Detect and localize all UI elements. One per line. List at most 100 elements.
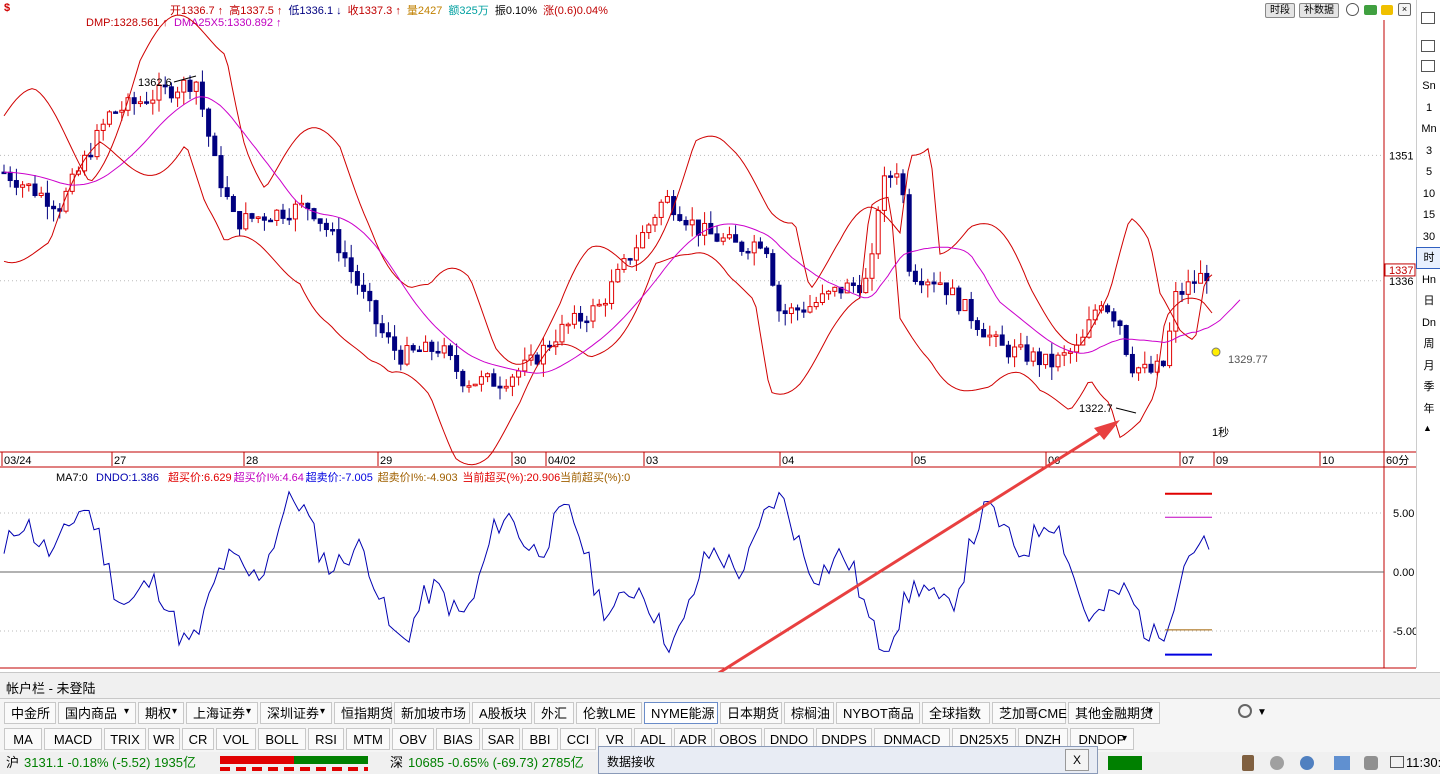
candle-body (472, 383, 478, 387)
market-tab-12[interactable]: 棕榈油 (784, 702, 834, 724)
alert-icon[interactable] (1242, 755, 1254, 771)
candle-body (925, 281, 931, 286)
indicator-tab-dndop[interactable]: DNDOP (1070, 728, 1134, 750)
scroll-up-icon[interactable]: ▲ (1423, 423, 1432, 433)
indicator-tab-adr[interactable]: ADR (674, 728, 712, 750)
close-icon[interactable]: × (1398, 3, 1411, 16)
market-tab-3[interactable]: 上海证券 (186, 702, 258, 724)
timeframe-13[interactable]: 月 (1423, 359, 1435, 372)
market-tab-5[interactable]: 恒指期货 (334, 702, 393, 724)
indicator-tab-obv[interactable]: OBV (392, 728, 434, 750)
market-tab-14[interactable]: 全球指数 (922, 702, 990, 724)
indicator-tab-cci[interactable]: CCI (560, 728, 596, 750)
price-chart[interactable]: 03/242728293004/020304050607091060分13511… (0, 0, 1416, 672)
monitor-icon[interactable] (1390, 756, 1404, 768)
market-tab-0[interactable]: 中金所 (4, 702, 56, 724)
market-tab-16[interactable]: 其他金融期货 (1068, 702, 1160, 724)
timeframe-0[interactable]: Sn (1422, 80, 1436, 92)
indicator-tab-mtm[interactable]: MTM (346, 728, 390, 750)
candle-body (1036, 351, 1042, 366)
network-icon[interactable] (1334, 756, 1350, 770)
candle-body (850, 282, 856, 286)
indicator-tab-macd[interactable]: MACD (44, 728, 102, 750)
timeframe-1[interactable]: 1 (1425, 101, 1433, 114)
timeframe-9[interactable]: Hn (1421, 273, 1437, 286)
indicator-tab-wr[interactable]: WR (148, 728, 180, 750)
indicator-tab-rsi[interactable]: RSI (308, 728, 344, 750)
candle-body (559, 323, 565, 343)
stack-icon[interactable] (1421, 40, 1435, 52)
indicator-tab-vol[interactable]: VOL (216, 728, 256, 750)
x-label: 27 (114, 455, 126, 467)
timeframe-15[interactable]: 年 (1423, 402, 1435, 415)
timeframe-14[interactable]: 季 (1423, 381, 1435, 393)
settings-gear-icon[interactable] (1238, 704, 1252, 718)
indicator-tab-cr[interactable]: CR (182, 728, 214, 750)
candle-body (807, 306, 813, 313)
window-icon[interactable] (1381, 5, 1393, 15)
chart-icon[interactable] (1421, 60, 1435, 72)
indicator-tab-boll[interactable]: BOLL (258, 728, 306, 750)
candle-body (857, 284, 863, 294)
x-label: 09 (1216, 455, 1228, 467)
candle-body (392, 336, 398, 351)
time-period-button[interactable]: 时段 (1265, 3, 1295, 18)
market-tab-8[interactable]: 外汇 (534, 702, 574, 724)
timeframe-2[interactable]: Mn (1421, 123, 1437, 135)
indicator-tab-vr[interactable]: VR (598, 728, 632, 750)
indicator-tab-trix[interactable]: TRIX (104, 728, 146, 750)
market-tab-11[interactable]: 日本期货 (720, 702, 782, 724)
link-icon[interactable] (1364, 756, 1378, 770)
market-tab-2[interactable]: 期权 (138, 702, 184, 724)
candle-body (1148, 363, 1154, 373)
candle-body (156, 84, 162, 101)
timeframe-6[interactable]: 15 (1422, 209, 1436, 221)
market-tab-10[interactable]: NYME能源 (644, 702, 718, 724)
market-tab-7[interactable]: A股板块 (472, 702, 532, 724)
fill-data-button[interactable]: 补数据 (1299, 3, 1339, 18)
dialog-close-button[interactable]: X (1065, 749, 1089, 771)
timeframe-3[interactable]: 3 (1425, 144, 1433, 157)
candle-body (987, 334, 993, 338)
indicator-tab-bbi[interactable]: BBI (522, 728, 558, 750)
market-tab-15[interactable]: 芝加哥CME (992, 702, 1067, 724)
candle-body (1136, 367, 1142, 374)
candle-body (937, 282, 943, 285)
timeframe-4[interactable]: 5 (1425, 166, 1433, 178)
indicator-more-icon[interactable]: ▾ (1122, 733, 1128, 744)
band-upper-line (3, 14, 1213, 365)
market-tab-6[interactable]: 新加坡市场 (394, 702, 470, 724)
person-icon[interactable] (1300, 756, 1314, 770)
candle-body (1018, 344, 1024, 348)
candle-body (398, 349, 404, 365)
market-tab-4[interactable]: 深圳证券 (260, 702, 332, 724)
candle-body (199, 81, 205, 110)
timeframe-7[interactable]: 30 (1422, 230, 1436, 243)
tabs-more-chevron-icon[interactable]: ▼ (1257, 707, 1267, 718)
market-tab-13[interactable]: NYBOT商品 (836, 702, 920, 724)
market-tab-9[interactable]: 伦敦LME (576, 702, 642, 724)
candle-body (894, 173, 900, 178)
candle-body (373, 300, 379, 325)
timeframe-12[interactable]: 周 (1423, 338, 1435, 350)
market-tab-1[interactable]: 国内商品 (58, 702, 136, 724)
candle-body (788, 307, 794, 315)
timeframe-8[interactable]: 时 (1416, 247, 1440, 269)
candle-body (943, 282, 949, 296)
indicator-tab-ma[interactable]: MA (4, 728, 42, 750)
x-label: 28 (246, 455, 258, 467)
trend-icon[interactable] (1421, 12, 1435, 24)
indicator-tab-dnzh[interactable]: DNZH (1018, 728, 1068, 750)
timeframe-11[interactable]: Dn (1421, 316, 1437, 329)
timeframe-10[interactable]: 日 (1423, 295, 1435, 307)
indicator-tab-bias[interactable]: BIAS (436, 728, 480, 750)
indicator-tab-dndo[interactable]: DNDO (764, 728, 814, 750)
timeframe-5[interactable]: 10 (1422, 187, 1436, 200)
lock-icon[interactable] (1364, 5, 1377, 15)
sub-legend-item: 超卖价:-7.005 (306, 470, 373, 484)
indicator-tab-sar[interactable]: SAR (482, 728, 520, 750)
candle-body (683, 219, 689, 226)
candle-body (974, 320, 980, 330)
clock-icon[interactable] (1346, 3, 1359, 16)
music-icon[interactable] (1270, 756, 1284, 770)
